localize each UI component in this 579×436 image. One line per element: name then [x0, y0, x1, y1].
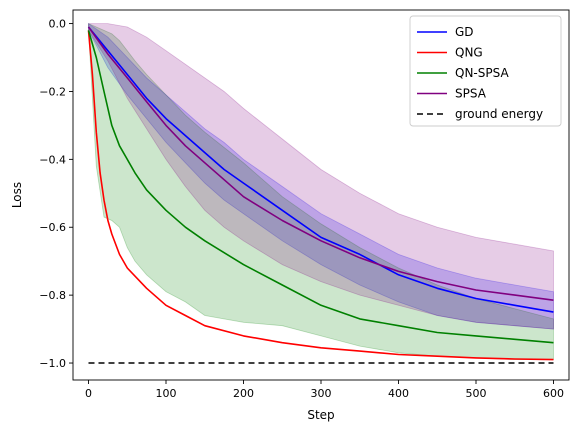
x-tick-label: 500 [466, 387, 487, 400]
line-gd [87, 26, 554, 313]
y-axis-label: Loss [10, 182, 24, 208]
x-tick-label: 300 [311, 387, 332, 400]
y-tick-label: −0.4 [39, 153, 66, 166]
y-tick-label: −0.6 [39, 221, 66, 234]
legend-label: SPSA [455, 87, 487, 101]
y-axis-ticks: 0.0 −0.2 −0.4 −0.6 −0.8 −1.0 [39, 18, 73, 370]
x-tick-label: 600 [543, 387, 564, 400]
legend-label: GD [455, 25, 474, 39]
y-tick-label: 0.0 [49, 18, 67, 31]
x-tick-label: 100 [156, 387, 177, 400]
legend: GD QNG QN-SPSA SPSA ground energy [409, 15, 562, 127]
x-tick-label: 200 [233, 387, 254, 400]
x-axis-label: Step [307, 408, 334, 422]
line-spsa [87, 26, 554, 301]
x-tick-label: 0 [85, 387, 92, 400]
band-gd [88, 22, 554, 330]
legend-label: QNG [455, 46, 483, 60]
band-spsa [88, 23, 554, 330]
y-tick-label: −0.8 [39, 289, 66, 302]
line-qng [87, 30, 554, 361]
x-axis-ticks: 0 100 200 300 400 500 600 [85, 380, 564, 400]
legend-label: QN-SPSA [455, 66, 509, 80]
line-qn-spsa [87, 30, 554, 344]
series-lines [87, 26, 554, 364]
y-tick-label: −1.0 [39, 357, 66, 370]
legend-box [409, 15, 562, 127]
x-tick-label: 400 [388, 387, 409, 400]
legend-label: ground energy [455, 107, 543, 121]
y-tick-label: −0.2 [39, 85, 66, 98]
